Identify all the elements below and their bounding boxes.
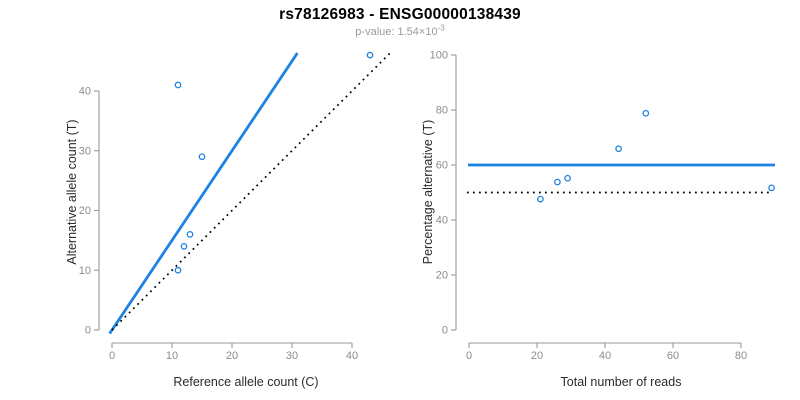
- x-tick-label: 20: [531, 350, 543, 362]
- y-tick-label: 20: [436, 270, 448, 282]
- x-tick-label: 80: [735, 350, 747, 362]
- x-tick-label: 40: [346, 350, 358, 362]
- plot-panel-1: 0 10 20 30 40 0 10 20 30 40 Reference allele count…: [65, 51, 391, 389]
- p-value-label: p-value: 1.54×10-3: [0, 23, 800, 38]
- x-axis-title: Total number of reads: [561, 375, 682, 389]
- dotted-black-line: [111, 52, 391, 331]
- plot-panel-2: 0 20 40 60 80 100 0 20 40 60 80 Total number of rea…: [421, 50, 775, 389]
- x-tick-label: 0: [466, 350, 472, 362]
- p-value-exponent: -3: [437, 23, 445, 33]
- x-axis-title: Reference allele count (C): [173, 375, 318, 389]
- data-point: [554, 178, 561, 186]
- y-tick-label: 60: [436, 160, 448, 172]
- y-tick-label: 0: [85, 325, 91, 337]
- x-tick-label: 0: [109, 350, 115, 362]
- x-tick-label: 40: [599, 350, 611, 362]
- p-value-text: p-value: 1.54×10: [355, 26, 438, 38]
- chart-title: rs78126983 - ENSG00000138439: [279, 6, 521, 23]
- data-point: [174, 266, 182, 274]
- y-tick-label: 10: [79, 265, 91, 277]
- y-tick-label: 80: [436, 105, 448, 117]
- data-point: [537, 195, 544, 203]
- y-axis-title: Alternative allele count (T): [65, 119, 79, 264]
- x-tick-label: 10: [166, 350, 178, 362]
- data-point: [642, 109, 650, 117]
- data-point: [768, 184, 775, 192]
- y-tick-label: 0: [442, 325, 448, 337]
- data-point: [564, 174, 571, 182]
- y-tick-label: 30: [79, 145, 91, 157]
- x-tick-label: 60: [667, 350, 679, 362]
- data-point: [174, 81, 182, 89]
- data-point: [186, 231, 194, 238]
- y-tick-label: 40: [79, 86, 91, 98]
- data-point: [615, 145, 622, 153]
- y-axis-title: Percentage alternative (T): [421, 120, 435, 265]
- x-tick-label: 30: [286, 350, 298, 362]
- data-point: [366, 51, 374, 59]
- x-tick-label: 20: [226, 350, 238, 362]
- y-tick-label: 100: [430, 50, 448, 62]
- solid-blue-line: [108, 52, 299, 335]
- data-point: [180, 243, 188, 250]
- y-tick-label: 40: [436, 215, 448, 227]
- y-tick-label: 20: [79, 205, 91, 217]
- data-point: [198, 153, 206, 161]
